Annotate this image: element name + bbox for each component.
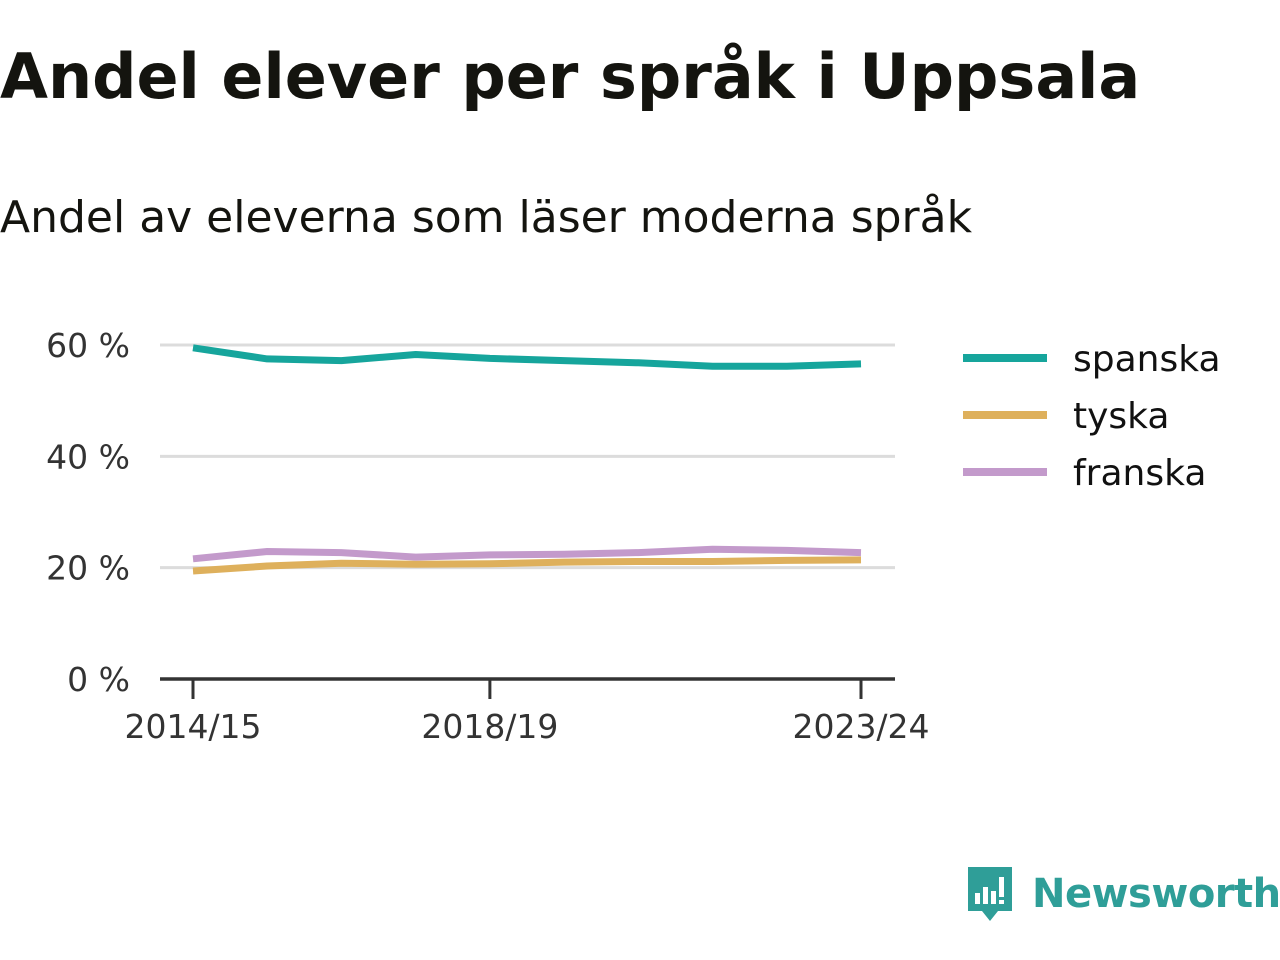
brand-name: Newsworthy	[1032, 871, 1280, 917]
gridlines	[160, 343, 895, 570]
chart-title: Andel elever per språk i Uppsala	[0, 40, 1141, 113]
y-tick-label: 0 %	[67, 660, 130, 699]
y-tick-label: 40 %	[46, 437, 130, 476]
x-tick-label: 2018/19	[421, 707, 558, 746]
y-tick-label: 20 %	[46, 549, 130, 588]
x-tick-label: 2014/15	[124, 707, 261, 746]
y-tick-label: 60 %	[46, 326, 130, 365]
x-tick-label: 2023/24	[792, 707, 929, 746]
series-lines	[192, 344, 862, 575]
newsworthy-brand: Newsworthy	[964, 862, 1280, 926]
series-line-tyska	[192, 556, 862, 575]
legend-label-franska: franska	[1073, 453, 1206, 494]
legend: spanska tyska franska	[963, 339, 1221, 494]
newsworthy-logo-icon	[968, 867, 1012, 921]
axes: 0 % 20 % 40 % 60 % 2014/15 2018/19 2023/24	[46, 326, 929, 746]
series-line-franska	[192, 545, 862, 563]
legend-label-spanska: spanska	[1073, 339, 1221, 380]
legend-label-tyska: tyska	[1073, 396, 1169, 437]
chart-subtitle: Andel av eleverna som läser moderna språ…	[0, 192, 973, 243]
series-line-spanska	[192, 344, 862, 370]
